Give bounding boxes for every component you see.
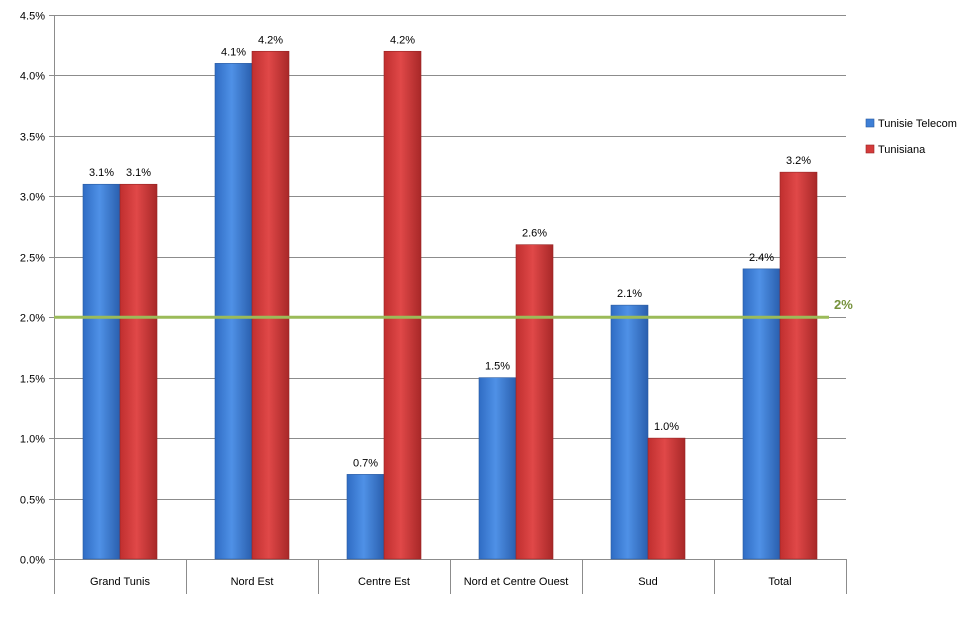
x-category-label: Centre Est <box>358 576 410 588</box>
y-tick-label: 0.0% <box>20 555 45 567</box>
bar <box>515 244 554 560</box>
y-tick-label: 2.0% <box>20 313 45 325</box>
data-label: 4.1% <box>221 46 246 58</box>
bar <box>610 304 649 560</box>
bar <box>251 50 290 560</box>
data-label: 3.2% <box>786 155 811 167</box>
data-label: 4.2% <box>258 34 283 46</box>
y-tick-label: 4.5% <box>20 11 45 23</box>
y-tick-label: 1.5% <box>20 374 45 386</box>
data-label: 2.6% <box>522 228 547 240</box>
bars <box>82 50 818 560</box>
y-tick-label: 3.5% <box>20 132 45 144</box>
data-label: 1.0% <box>654 421 679 433</box>
bar <box>742 268 781 560</box>
legend-entry: Tunisie Telecom <box>878 118 957 130</box>
bar <box>214 63 253 560</box>
x-category-label: Sud <box>638 576 658 588</box>
legend-swatch <box>865 144 875 154</box>
x-category-label: Nord et Centre Ouest <box>464 576 569 588</box>
data-label: 2.1% <box>617 288 642 300</box>
bar <box>346 474 385 560</box>
y-tick-label: 3.0% <box>20 192 45 204</box>
x-category-label: Total <box>768 576 791 588</box>
y-tick-label: 4.0% <box>20 71 45 83</box>
bar <box>82 183 121 560</box>
reference-line-label: 2% <box>834 297 853 312</box>
y-tick-label: 0.5% <box>20 495 45 507</box>
bar <box>478 377 517 560</box>
legend: Tunisie Telecom Tunisiana <box>865 118 957 156</box>
data-label: 4.2% <box>390 34 415 46</box>
axes: 0.0% 0.5% 1.0% 1.5% 2.0% 2.5% 3.0% 3.5% 4.0% 4.5%… <box>20 11 847 594</box>
x-category-label: Grand Tunis <box>90 576 150 588</box>
bar <box>383 50 422 560</box>
gridlines <box>54 15 846 500</box>
y-tick-label: 2.5% <box>20 253 45 265</box>
x-category-label: Nord Est <box>231 576 274 588</box>
data-labels: 3.1% 3.1% 4.1% 4.2% 0.7% 4.2% 1.5% 2.6% 2.1% 1.0%… <box>89 34 811 469</box>
bar <box>119 183 158 560</box>
data-label: 3.1% <box>126 167 151 179</box>
data-label: 2.4% <box>749 252 774 264</box>
data-label: 1.5% <box>485 361 510 373</box>
legend-swatch <box>865 118 875 128</box>
data-label: 0.7% <box>353 457 378 469</box>
data-label: 3.1% <box>89 167 114 179</box>
reference-line-group: 2% <box>54 297 853 319</box>
y-tick-label: 1.0% <box>20 434 45 446</box>
bar <box>779 171 818 560</box>
legend-entry: Tunisiana <box>878 144 926 156</box>
bar <box>647 437 686 560</box>
